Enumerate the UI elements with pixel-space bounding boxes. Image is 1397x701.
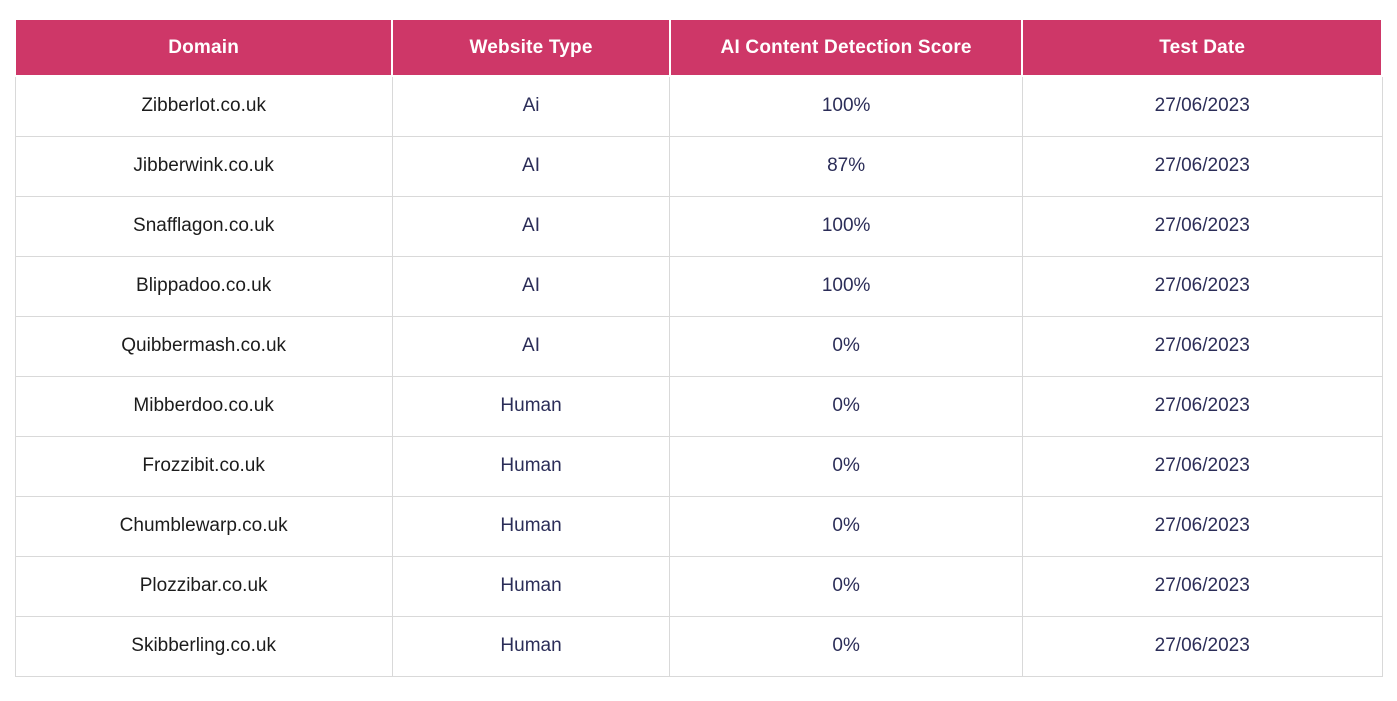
table-row: Blippadoo.co.uk AI 100% 27/06/2023 — [14, 255, 1383, 317]
table-row: Frozzibit.co.uk Human 0% 27/06/2023 — [14, 435, 1383, 497]
cell-website-type: AI — [391, 195, 671, 257]
cell-test-date: 27/06/2023 — [1021, 135, 1383, 197]
cell-test-date: 27/06/2023 — [1021, 315, 1383, 377]
cell-test-date: 27/06/2023 — [1021, 615, 1383, 677]
cell-website-type: Human — [391, 375, 671, 437]
cell-test-date: 27/06/2023 — [1021, 195, 1383, 257]
cell-domain: Skibberling.co.uk — [14, 615, 393, 677]
cell-score: 0% — [669, 375, 1023, 437]
cell-website-type: Human — [391, 555, 671, 617]
cell-domain: Quibbermash.co.uk — [14, 315, 393, 377]
cell-domain: Jibberwink.co.uk — [14, 135, 393, 197]
cell-domain: Chumblewarp.co.uk — [14, 495, 393, 557]
cell-score: 0% — [669, 435, 1023, 497]
cell-score: 0% — [669, 495, 1023, 557]
table-row: Mibberdoo.co.uk Human 0% 27/06/2023 — [14, 375, 1383, 437]
column-header-website-type: Website Type — [391, 18, 671, 77]
table-row: Quibbermash.co.uk AI 0% 27/06/2023 — [14, 315, 1383, 377]
cell-domain: Blippadoo.co.uk — [14, 255, 393, 317]
table-body: Zibberlot.co.uk Ai 100% 27/06/2023 Jibbe… — [14, 75, 1383, 677]
table-row: Chumblewarp.co.uk Human 0% 27/06/2023 — [14, 495, 1383, 557]
cell-domain: Frozzibit.co.uk — [14, 435, 393, 497]
table-row: Jibberwink.co.uk AI 87% 27/06/2023 — [14, 135, 1383, 197]
cell-score: 100% — [669, 255, 1023, 317]
cell-test-date: 27/06/2023 — [1021, 495, 1383, 557]
cell-test-date: 27/06/2023 — [1021, 555, 1383, 617]
cell-test-date: 27/06/2023 — [1021, 255, 1383, 317]
cell-website-type: Ai — [391, 75, 671, 137]
detection-results-table: Domain Website Type AI Content Detection… — [13, 18, 1383, 677]
cell-website-type: Human — [391, 615, 671, 677]
cell-score: 0% — [669, 615, 1023, 677]
table-row: Skibberling.co.uk Human 0% 27/06/2023 — [14, 615, 1383, 677]
table-row: Snafflagon.co.uk AI 100% 27/06/2023 — [14, 195, 1383, 257]
header-row: Domain Website Type AI Content Detection… — [13, 18, 1383, 77]
cell-domain: Snafflagon.co.uk — [14, 195, 393, 257]
cell-domain: Mibberdoo.co.uk — [14, 375, 393, 437]
cell-domain: Zibberlot.co.uk — [14, 75, 393, 137]
cell-test-date: 27/06/2023 — [1021, 435, 1383, 497]
cell-website-type: AI — [391, 135, 671, 197]
column-header-ai-score: AI Content Detection Score — [668, 18, 1024, 77]
cell-score: 0% — [669, 315, 1023, 377]
column-header-domain: Domain — [13, 18, 394, 77]
column-header-test-date: Test Date — [1021, 18, 1383, 77]
cell-score: 100% — [669, 75, 1023, 137]
cell-website-type: AI — [391, 255, 671, 317]
table-row: Zibberlot.co.uk Ai 100% 27/06/2023 — [14, 75, 1383, 137]
table-header: Domain Website Type AI Content Detection… — [13, 18, 1383, 77]
cell-score: 0% — [669, 555, 1023, 617]
table-row: Plozzibar.co.uk Human 0% 27/06/2023 — [14, 555, 1383, 617]
cell-website-type: AI — [391, 315, 671, 377]
cell-test-date: 27/06/2023 — [1021, 375, 1383, 437]
cell-domain: Plozzibar.co.uk — [14, 555, 393, 617]
cell-test-date: 27/06/2023 — [1021, 75, 1383, 137]
cell-score: 100% — [669, 195, 1023, 257]
cell-website-type: Human — [391, 495, 671, 557]
cell-website-type: Human — [391, 435, 671, 497]
cell-score: 87% — [669, 135, 1023, 197]
